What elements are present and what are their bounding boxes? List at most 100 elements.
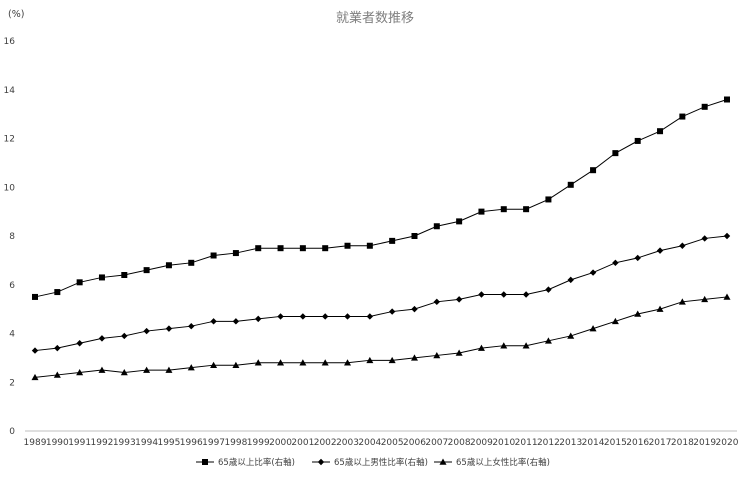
data-point-square [32,293,38,300]
data-point-diamond [701,235,708,242]
data-point-triangle [277,359,285,366]
x-tick-label: 1991 [68,438,91,448]
data-point-triangle [701,295,709,303]
data-point-square [701,103,708,110]
data-point-triangle [321,359,329,366]
data-point-triangle [143,366,151,373]
data-point-triangle [299,359,307,366]
data-point-diamond [143,327,150,335]
data-point-square [299,245,306,252]
data-point-diamond [188,322,195,330]
data-point-square [456,218,463,225]
data-point-square [188,259,195,266]
data-point-square [634,137,641,144]
data-point-diamond [545,286,552,293]
data-point-triangle [165,366,173,373]
data-point-square [232,250,239,257]
data-point-triangle [477,344,485,351]
x-tick-label: 2003 [336,438,359,448]
series-square [32,96,730,300]
x-tick-label: 1998 [224,438,247,448]
data-point-square [612,150,619,157]
data-point-diamond [299,313,307,320]
data-point-diamond [589,269,597,276]
data-point-diamond [321,313,329,320]
y-axis-ticks: 0 2 4 6 8 10 12 14 16 [4,37,16,437]
y-tick-label: 8 [9,232,15,242]
data-point-square [590,167,597,174]
x-tick-label: 2012 [537,438,560,448]
data-point-triangle [76,369,84,376]
data-point-square [545,196,552,203]
data-point-diamond [344,313,351,320]
series-line [34,99,728,298]
data-point-square [478,208,485,215]
data-point-square [500,206,507,213]
x-tick-label: 2016 [626,438,649,448]
data-point-diamond [31,347,39,354]
y-tick-label: 6 [9,281,15,291]
data-point-triangle [187,364,195,371]
data-point-square [210,252,217,259]
y-tick-label: 4 [9,330,15,340]
legend-marker-diamond [317,458,325,466]
x-tick-label: 2009 [470,438,493,448]
data-point-diamond [232,318,240,325]
x-tick-label: 2020 [716,438,739,448]
data-point-triangle [366,356,374,364]
data-point-diamond [679,242,686,249]
data-point-diamond [567,276,574,284]
data-point-triangle [455,349,463,356]
series-diamond [31,232,731,354]
data-point-triangle [656,305,664,312]
data-point-diamond [388,308,396,315]
x-tick-label: 2006 [403,438,426,448]
y-tick-label: 10 [4,183,16,193]
data-point-diamond [500,291,507,298]
data-point-diamond [723,232,731,240]
data-point-square [523,206,530,213]
chart-title: 就業者数推移 [336,10,414,26]
data-point-diamond [656,247,664,254]
data-point-diamond [98,335,106,342]
data-point-diamond [76,340,83,347]
data-point-diamond [54,344,61,352]
data-point-square [322,245,329,252]
data-point-square [255,245,262,252]
y-tick-label: 12 [4,135,15,145]
x-tick-label: 1997 [202,438,225,448]
data-point-square [121,272,128,278]
y-tick-label: 2 [9,378,15,388]
x-axis-ticks: 1989 1990 1991 1992 1993 1994 1995 1996 1997 1998… [24,438,739,448]
data-point-triangle [678,298,686,305]
x-tick-label: 2018 [671,438,694,448]
data-point-triangle [210,361,218,368]
data-point-diamond [277,313,284,320]
data-point-diamond [210,318,217,325]
data-point-triangle [567,332,575,339]
legend: 65歳以上比率(右軸) 65歳以上男性比率(右軸) 65歳以上女性比率(右軸) [196,457,550,468]
legend-label: 65歳以上男性比率(右軸) [334,457,428,468]
x-tick-label: 2007 [425,438,448,448]
x-tick-label: 2008 [448,438,471,448]
data-point-triangle [254,359,262,366]
data-point-square [54,289,61,296]
data-point-square [143,267,150,274]
x-tick-label: 1995 [157,438,180,448]
x-tick-label: 2000 [269,438,292,448]
series-line [34,235,728,352]
data-point-triangle [433,351,441,359]
data-point-triangle [53,371,61,378]
series-line [34,296,728,378]
data-point-diamond [411,305,418,313]
x-tick-label: 2005 [381,438,404,448]
x-tick-label: 1989 [24,438,47,448]
data-point-diamond [433,298,441,306]
x-tick-label: 2011 [515,438,538,448]
data-point-diamond [455,296,463,303]
y-tick-label: 16 [4,37,16,47]
data-point-square [433,223,440,230]
x-tick-label: 2019 [693,438,716,448]
x-tick-label: 2013 [559,438,582,448]
